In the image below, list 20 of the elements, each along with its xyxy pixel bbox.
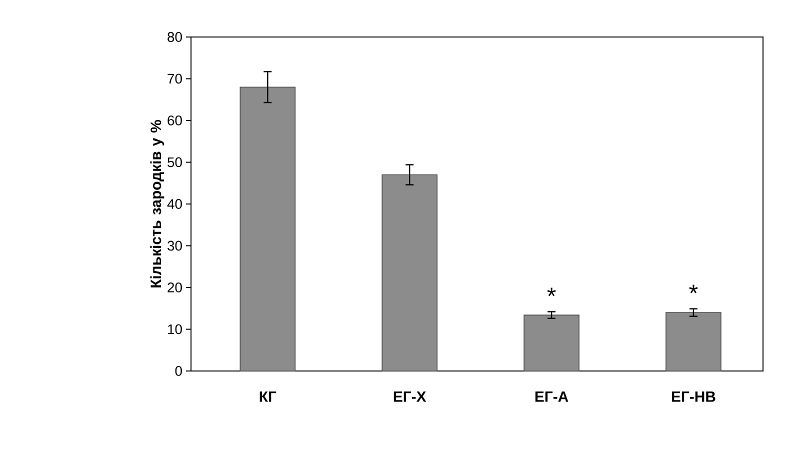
bar <box>524 314 580 372</box>
y-axis-title: Кількість зародків у % <box>150 120 164 288</box>
y-tick-label: 10 <box>168 324 182 334</box>
annotation: * <box>547 288 556 296</box>
x-tick-label: ЕГ-А <box>535 392 568 402</box>
annotation: * <box>689 284 698 294</box>
bar <box>666 312 722 372</box>
y-tick-label: 50 <box>168 157 182 168</box>
y-tick-label: 0 <box>175 366 182 376</box>
y-tick-label: 30 <box>168 240 182 251</box>
x-tick-label: ЕГ-НВ <box>672 392 716 402</box>
y-tick-label: 20 <box>168 282 182 292</box>
y-tick-label: 60 <box>168 116 182 126</box>
x-tick-label: КГ <box>260 392 276 402</box>
y-tick-label: 40 <box>167 199 182 209</box>
bar <box>382 174 438 372</box>
y-tick-label: 80 <box>168 32 182 42</box>
x-tick-label: ЕГ-Х <box>394 392 426 402</box>
bar <box>240 86 296 372</box>
y-tick-label: 70 <box>168 74 182 84</box>
